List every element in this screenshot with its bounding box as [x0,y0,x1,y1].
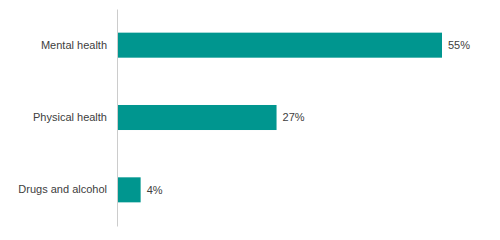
data-labels: 55% 27% 4% [147,39,471,196]
category-axis: Mental health Physical health Drugs and al… [18,10,117,227]
data-label: 55% [448,39,470,51]
bar [117,105,277,130]
category-label: Drugs and alcohol [18,183,107,195]
bars [117,33,442,203]
category-label: Mental health [41,39,107,51]
data-label: 27% [283,111,305,123]
category-label: Physical health [33,111,107,123]
tick: Drugs and alcohol [18,183,117,195]
bar [117,33,442,58]
tick: Physical health [33,111,117,123]
tick: Mental health [41,39,117,51]
data-label: 4% [147,184,163,196]
chart: Mental health Physical health Drugs and al… [0,0,500,240]
axis-line [117,10,118,227]
bar [117,177,141,202]
